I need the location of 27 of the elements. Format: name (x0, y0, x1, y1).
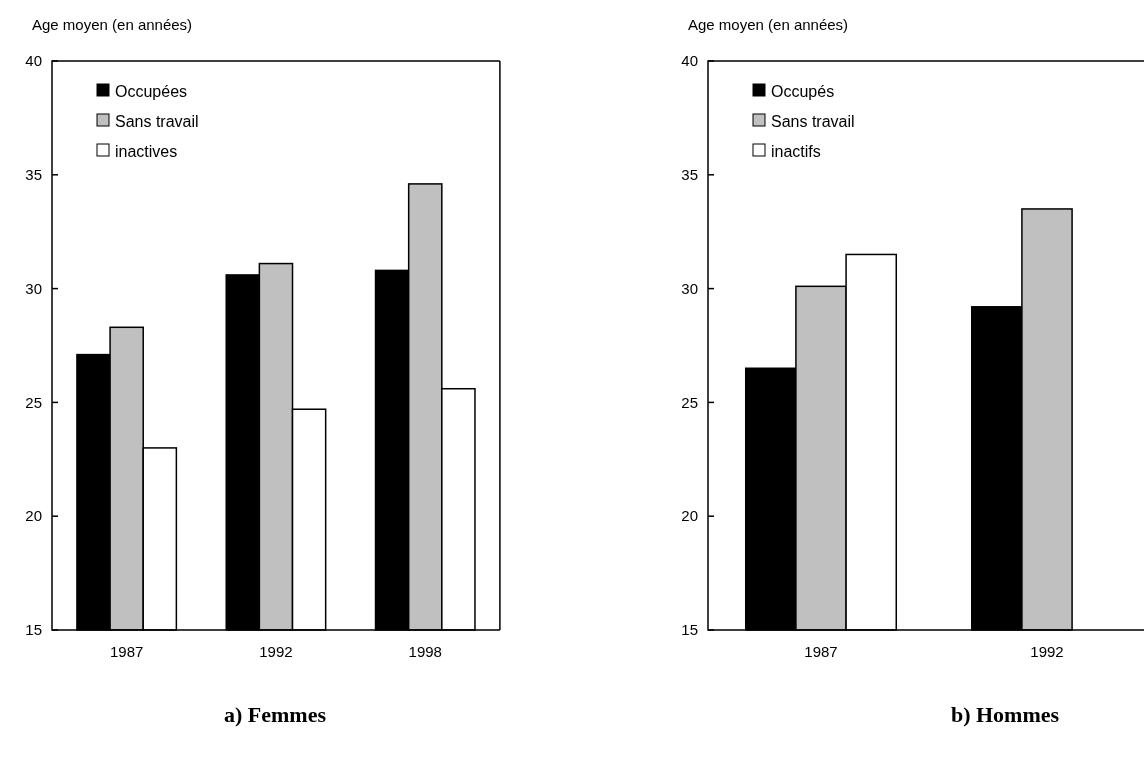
y-tick-label: 20 (681, 507, 698, 525)
y-tick-label: 25 (681, 393, 698, 411)
x-tick-label: 1987 (109, 643, 144, 660)
y-tick-label: 40 (25, 52, 42, 70)
legend-label: inactifs (771, 142, 821, 160)
x-tick-label: 1987 (804, 643, 838, 660)
x-tick-label: 1998 (408, 643, 442, 660)
y-tick-label: 20 (25, 507, 42, 525)
x-tick-label: 1992 (259, 643, 293, 660)
y-tick-label: 25 (25, 393, 42, 411)
text: b) Hommes (950, 702, 1060, 727)
y-tick-label: 35 (25, 166, 42, 184)
y-tick-label: 35 (681, 166, 698, 184)
y-tick-label: 15 (681, 621, 698, 639)
legend-label: Sans travail (771, 112, 855, 130)
legend-label: Occupées (115, 82, 188, 100)
y-axis-title: Age moyen (en années) (688, 16, 849, 33)
y-tick-label: 30 (25, 279, 42, 297)
text: a) Femmes (223, 702, 327, 727)
legend-label: inactives (115, 142, 178, 160)
y-tick-label: 15 (25, 621, 42, 639)
x-tick-label: 1992 (1030, 643, 1064, 660)
legend-label: Sans travail (115, 112, 199, 130)
y-tick-label: 30 (681, 279, 698, 297)
legend-label: Occupés (771, 82, 835, 100)
y-axis-title: Age moyen (en années) (32, 16, 193, 33)
y-tick-label: 40 (681, 52, 698, 70)
